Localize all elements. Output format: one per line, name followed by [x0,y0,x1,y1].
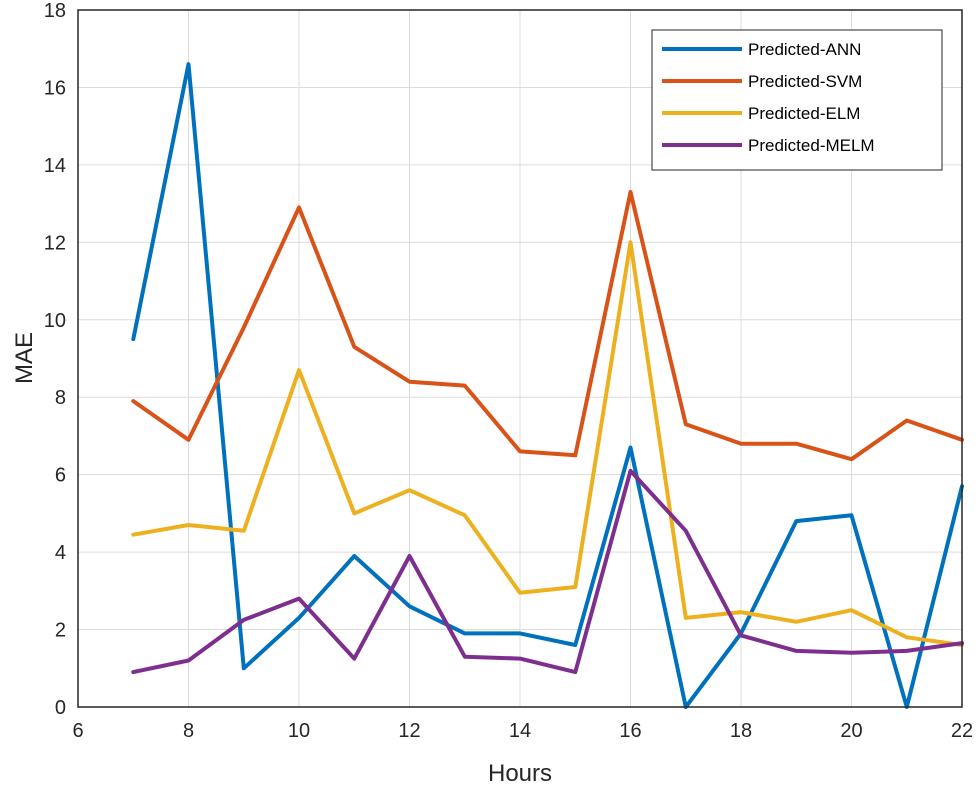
x-tick-label: 14 [509,720,531,742]
x-tick-label: 12 [398,720,420,742]
grid [77,9,963,708]
x-axis-title: Hours [488,760,552,787]
plot-frame [77,9,963,708]
legend: Predicted-ANN Predicted-SVM Predicted-ELM P… [651,29,943,171]
legend-label: Predicted-SVM [748,72,862,91]
y-tick-label: 8 [55,387,66,409]
y-tick-label: 2 [55,620,66,642]
y-tick-labels: 0 2 4 6 8 10 12 14 16 18 [44,0,66,719]
series-group [131,62,964,709]
y-tick-label: 16 [44,77,66,99]
x-tick-label: 18 [730,720,752,742]
legend-label: Predicted-ANN [748,40,861,59]
x-tick-label: 10 [288,720,310,742]
series-line-predicted-svm [131,190,964,462]
y-tick-label: 4 [55,542,66,564]
x-tick-label: 20 [840,720,862,742]
x-tick-label: 6 [72,720,83,742]
y-tick-label: 6 [55,465,66,487]
y-axis-title: MAE [11,332,38,384]
series-line-predicted-ann [131,62,964,709]
x-tick-label: 22 [951,720,973,742]
y-tick-label: 14 [44,155,66,177]
x-tick-label: 8 [183,720,194,742]
y-tick-label: 10 [44,310,66,332]
x-tick-label: 16 [619,720,641,742]
series-line-predicted-elm [131,240,964,647]
y-tick-label: 18 [44,0,66,22]
x-tick-labels: 6 8 10 12 14 16 18 20 22 [72,720,973,742]
y-tick-label: 0 [55,697,66,719]
series-line-predicted-melm [131,468,964,675]
legend-label: Predicted-MELM [748,136,875,155]
y-tick-label: 12 [44,232,66,254]
legend-label: Predicted-ELM [748,104,860,123]
